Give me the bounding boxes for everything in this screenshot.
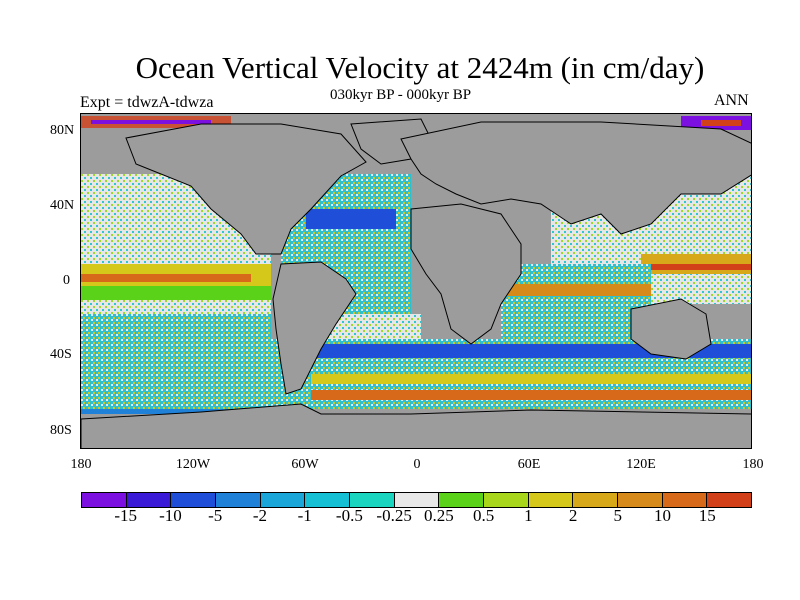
colorbar-swatch — [618, 493, 663, 507]
experiment-label: Expt = tdwzA-tdwza — [80, 94, 214, 111]
colorbar-swatch — [82, 493, 127, 507]
colorbar-label: -0.25 — [376, 506, 412, 525]
colorbar-swatch — [439, 493, 485, 507]
lat-label-80n: 80N — [50, 123, 75, 138]
lon-label-60e: 60E — [517, 457, 541, 472]
colorbar-swatch — [528, 493, 574, 507]
lon-label-0: 0 — [413, 457, 421, 472]
lon-label-120e: 120E — [626, 457, 656, 472]
lon-label-180e: 180 — [742, 457, 764, 472]
colorbar-label: -5 — [208, 506, 223, 525]
colorbar-label: 10 — [654, 506, 672, 525]
lon-label-60w: 60W — [291, 457, 319, 472]
colorbar-label: -0.5 — [335, 506, 363, 525]
colorbar-label: -1 — [297, 506, 312, 525]
chart-subtitle: 030kyr BP - 000kyr BP — [330, 87, 472, 103]
colorbar-swatch — [126, 493, 172, 507]
colorbar-swatch — [260, 493, 306, 507]
colorbar-label: 0.5 — [472, 506, 495, 525]
lon-label-180w: 180 — [70, 457, 92, 472]
lat-label-80s: 80S — [50, 423, 72, 438]
colorbar-swatch — [573, 493, 619, 507]
colorbar-label: 1 — [524, 506, 533, 525]
colorbar-swatch — [484, 493, 529, 507]
colorbar-swatch — [216, 493, 261, 507]
ocean-velocity-map — [81, 114, 751, 448]
map-plot-area — [80, 113, 752, 449]
lat-label-0: 0 — [63, 273, 70, 288]
colorbar-label: -15 — [114, 506, 138, 525]
lat-label-40s: 40S — [50, 347, 72, 362]
colorbar-swatch — [171, 493, 217, 507]
colorbar-swatch — [394, 493, 440, 507]
colorbar-label: -10 — [159, 506, 182, 525]
colorbar-label: 2 — [568, 506, 578, 525]
colorbar-swatch — [707, 493, 752, 507]
colorbar-label: -2 — [252, 506, 268, 525]
colorbar-swatch — [662, 493, 708, 507]
colorbar-swatch — [350, 493, 395, 507]
colorbar-label: 0.25 — [423, 506, 454, 525]
colorbar — [81, 492, 752, 508]
colorbar-label: 5 — [613, 506, 623, 525]
chart-title: Ocean Vertical Velocity at 2424m (in cm/… — [135, 50, 705, 85]
season-label: ANN — [714, 92, 749, 109]
lon-label-120w: 120W — [175, 457, 211, 472]
colorbar-swatch — [305, 493, 351, 507]
lat-label-40n: 40N — [50, 198, 75, 213]
colorbar-label: 15 — [698, 506, 716, 525]
land-masses — [81, 118, 751, 448]
